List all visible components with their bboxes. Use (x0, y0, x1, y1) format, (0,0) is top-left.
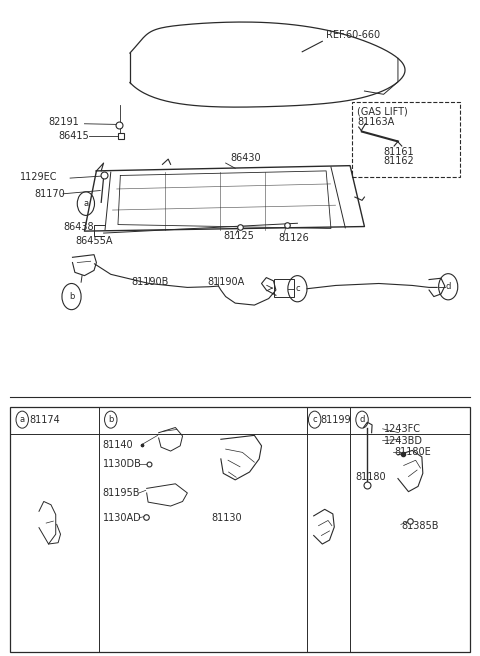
Text: 86455A: 86455A (75, 236, 112, 246)
Text: 81195B: 81195B (103, 488, 140, 498)
Text: 81199: 81199 (320, 415, 350, 424)
Text: 81163A: 81163A (357, 117, 395, 127)
Text: (GAS LIFT): (GAS LIFT) (357, 107, 408, 117)
Text: 1130DB: 1130DB (103, 459, 142, 469)
Text: 81190B: 81190B (131, 277, 168, 287)
Bar (352, 102, 460, 177)
Text: a: a (84, 199, 88, 208)
Text: b: b (108, 415, 113, 424)
Text: 81190A: 81190A (207, 277, 245, 287)
Text: 1129EC: 1129EC (20, 173, 57, 182)
Text: 86430: 86430 (230, 153, 261, 163)
Text: 81180E: 81180E (394, 447, 431, 457)
Text: 81174: 81174 (29, 415, 60, 424)
Text: 1243BD: 1243BD (384, 436, 422, 445)
Text: 81180: 81180 (356, 472, 386, 482)
Text: b: b (69, 292, 74, 301)
Text: d: d (360, 415, 365, 424)
Text: c: c (295, 284, 300, 293)
Text: a: a (20, 415, 25, 424)
Text: 1130AD: 1130AD (103, 513, 142, 523)
Text: 81130: 81130 (211, 513, 242, 523)
Text: REF.60-660: REF.60-660 (326, 30, 380, 40)
Text: 81385B: 81385B (402, 521, 439, 531)
Text: 82191: 82191 (48, 117, 79, 127)
Text: 86438: 86438 (63, 222, 94, 232)
Text: 86415: 86415 (58, 131, 89, 141)
Text: c: c (312, 415, 317, 424)
Text: 81162: 81162 (384, 157, 414, 167)
Text: 81126: 81126 (278, 233, 309, 243)
Text: 81170: 81170 (34, 189, 65, 199)
Text: 1243FC: 1243FC (384, 424, 420, 434)
Text: d: d (445, 282, 451, 291)
Text: 81161: 81161 (384, 148, 414, 157)
Bar (275, 279, 294, 297)
Text: 81125: 81125 (223, 232, 254, 241)
Bar (10, 407, 470, 652)
Text: 81140: 81140 (103, 440, 133, 449)
